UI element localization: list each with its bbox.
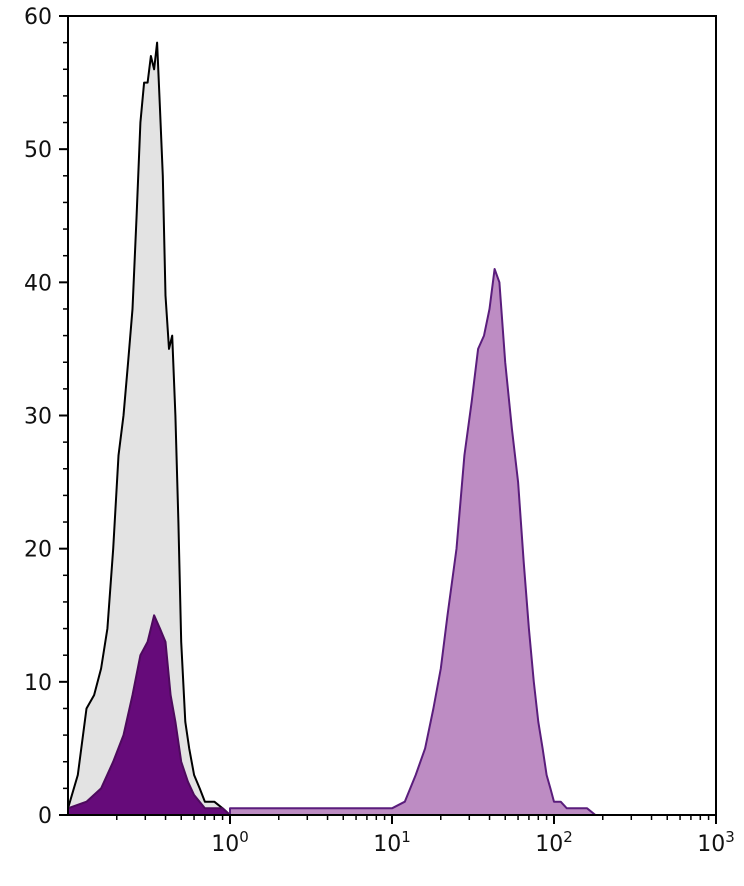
histogram-series-2	[67, 614, 231, 816]
y-tick-label: 20	[24, 538, 52, 563]
x-tick-label: 100	[211, 828, 249, 857]
x-tick-label: 102	[535, 828, 573, 857]
y-tick-label: 0	[38, 804, 52, 829]
histogram-series-1	[67, 41, 231, 816]
y-tick-label: 50	[24, 138, 52, 163]
series-layer	[67, 41, 597, 816]
y-tick-label: 30	[24, 405, 52, 430]
axis-layer	[59, 15, 717, 824]
y-tick-label: 60	[24, 5, 52, 30]
histogram-series-3	[229, 268, 597, 816]
y-tick-label: 40	[24, 271, 52, 296]
x-tick-label: 101	[373, 828, 411, 857]
y-tick-label: 10	[24, 671, 52, 696]
tick-label-layer: 0 10 20 30 40 50 60 100 101 102 103	[24, 5, 735, 857]
x-tick-label: 103	[697, 828, 735, 857]
